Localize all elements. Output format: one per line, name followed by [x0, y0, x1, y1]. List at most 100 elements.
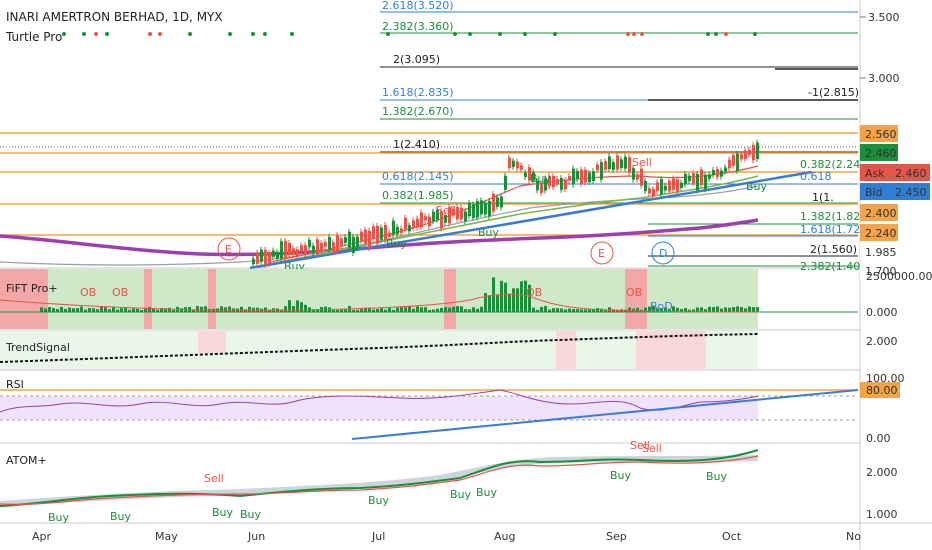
candle-body: [496, 197, 499, 207]
candle-body: [636, 174, 639, 180]
price-badge-bg: [860, 183, 890, 200]
candle-body: [752, 144, 755, 161]
fift-volume-bar: [520, 281, 523, 312]
fift-volume-bar: [440, 307, 443, 312]
fift-volume-bar: [404, 307, 407, 312]
fift-volume-bar: [300, 302, 303, 312]
candle-body: [428, 216, 431, 227]
fift-volume-bar: [344, 308, 347, 312]
symbol-title[interactable]: INARI AMERTRON BERHAD, 1D, MYX: [6, 10, 223, 24]
price-trendline: [249, 170, 813, 270]
candle-body: [552, 176, 555, 188]
fift-volume-bar: [168, 307, 171, 312]
atom-pane[interactable]: ATOM+ Sell Sell Sell Buy Buy Buy Buy Buy…: [0, 439, 759, 524]
candle-body: [644, 180, 647, 192]
trend-axis-tick: 2.000: [866, 335, 898, 348]
candle-body: [348, 231, 351, 248]
fift-volume-bar: [356, 309, 359, 312]
fift-volume-bar: [164, 308, 167, 312]
fib-label: 2(3.095): [393, 53, 440, 66]
fift-volume-bar: [712, 307, 715, 312]
candle-body: [500, 196, 503, 208]
candle-body: [556, 179, 559, 184]
fift-volume-bar: [532, 307, 535, 312]
fift-volume-bar: [296, 300, 299, 312]
candle-body: [628, 157, 631, 173]
candle-body: [504, 175, 507, 190]
candle-body: [480, 200, 483, 215]
atom-buy-label: Buy: [476, 486, 498, 499]
candle-body: [572, 168, 575, 185]
candle-body: [332, 242, 335, 253]
fift-pane[interactable]: FiFT Pro+ OB OB OB OB BoD: [0, 269, 858, 329]
fift-volume-bar: [172, 309, 175, 312]
candle-body: [476, 201, 479, 218]
fift-volume-bar: [740, 307, 743, 312]
time-label: May: [155, 530, 178, 543]
candle-body: [460, 207, 463, 220]
fift-volume-bar: [508, 294, 511, 312]
bod-label: BoD: [650, 300, 673, 313]
rsi-axis-bottom: 0.00: [866, 432, 891, 445]
price-badge-bg: [860, 262, 898, 279]
candle-body: [600, 162, 603, 180]
candle-body: [560, 178, 563, 190]
turtle-pro-label[interactable]: Turtle Pro: [6, 30, 63, 44]
atom-buy-label: Buy: [706, 470, 728, 483]
candle-body: [580, 169, 583, 184]
atom-axis-bottom: 1.000: [866, 508, 898, 521]
fift-volume-bar: [60, 306, 63, 312]
fift-volume-bar: [544, 306, 547, 312]
fib-label: 1.382(2.670): [382, 105, 454, 118]
fib-label: 0.382(1.985): [382, 189, 454, 202]
price-badge-bg: [860, 144, 898, 161]
candle-body: [360, 231, 363, 241]
fift-volume-bar: [744, 308, 747, 312]
fift-volume-bar: [380, 308, 383, 312]
candle-body: [384, 225, 387, 241]
fift-volume-bar: [608, 307, 611, 312]
candle-body: [328, 237, 331, 251]
fib-label: 2.382(3.360): [382, 20, 454, 33]
candle-body: [372, 226, 375, 239]
candle-body: [652, 188, 655, 197]
fift-volume-bar: [160, 308, 163, 312]
fift-volume-bar: [312, 309, 315, 312]
time-axis[interactable]: Apr May Jun Jul Aug Sep Oct No: [32, 530, 861, 543]
buy-signal-label: Buy: [746, 180, 768, 193]
fift-volume-bar: [704, 309, 707, 312]
candle-body: [276, 251, 279, 259]
fib-labels: 2.618(3.520) 2.382(3.360) 2(3.095) 1.618…: [382, 0, 867, 273]
price-candles: [252, 139, 759, 268]
rsi-pane[interactable]: RSI: [0, 378, 859, 440]
candle-body: [392, 220, 395, 235]
trendsignal-pane[interactable]: TrendSignal: [0, 331, 759, 369]
fib-label: 1.382(1.82: [800, 210, 860, 223]
trendsignal-title: TrendSignal: [5, 341, 70, 354]
fift-volume-bar: [112, 307, 115, 312]
candle-body: [568, 175, 571, 181]
fift-volume-bar: [412, 308, 415, 312]
candle-body: [336, 235, 339, 252]
candle-body: [264, 249, 267, 265]
fift-volume-bar: [432, 309, 435, 312]
fift-volume-bar: [108, 309, 111, 312]
buy-signal-label: Buy: [530, 172, 552, 185]
fift-volume-bar: [720, 308, 723, 312]
wave-e-label: E: [598, 247, 605, 260]
candle-body: [660, 179, 663, 195]
fift-volume-bar: [548, 309, 551, 312]
fift-volume-bar: [364, 307, 367, 312]
fift-volume-bar: [120, 308, 123, 312]
candle-body: [408, 225, 411, 232]
price-axis[interactable]: 3.500 3.000 2.560 2.460 Ask 2.460 Bid 2.450 2.…: [860, 11, 932, 521]
fift-volume-bar: [484, 293, 487, 312]
price-badge-bg: [860, 125, 898, 142]
fift-volume-bar: [116, 309, 119, 312]
candle-body: [396, 226, 399, 235]
fib-label: 0.382(2.24: [800, 158, 860, 171]
price-badge-bg: [860, 204, 898, 221]
fift-volume-bar: [152, 308, 155, 312]
fift-volume-bar: [280, 309, 283, 312]
